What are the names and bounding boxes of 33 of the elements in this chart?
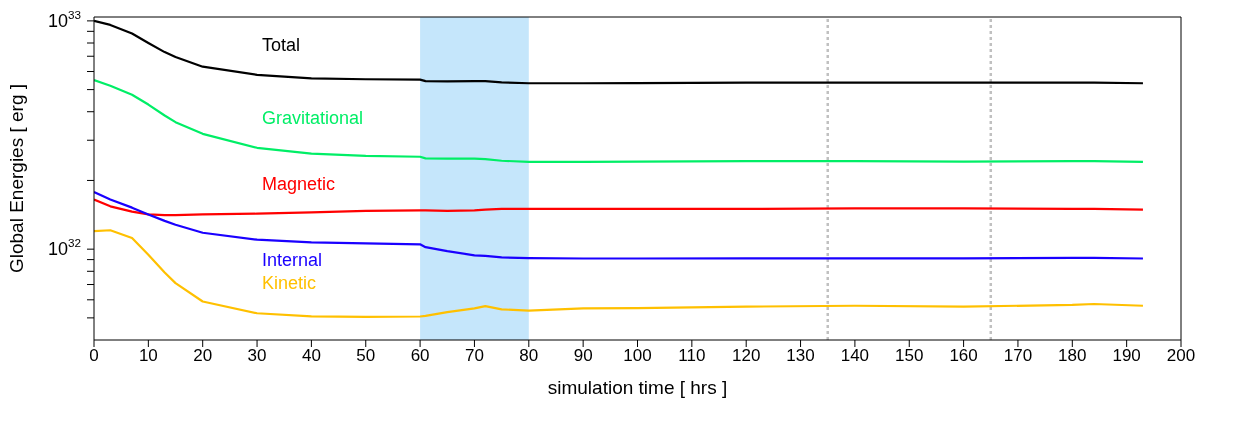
series-label: Total	[262, 34, 301, 55]
x-tick-label: 60	[410, 346, 430, 366]
x-tick-label: 30	[247, 346, 267, 366]
x-tick-label: 0	[89, 346, 99, 366]
x-tick-label: 10	[138, 346, 158, 366]
y-tick-label: 10$^{33}$	[47, 7, 81, 31]
line-series	[94, 198, 1145, 217]
x-tick-label: 80	[519, 346, 539, 366]
x-tick-label: 90	[573, 346, 593, 366]
x-tick-label: 180	[1058, 346, 1087, 366]
x-tick-label: 40	[301, 346, 321, 366]
y-axis-title: Global Energies [ erg ]	[5, 83, 27, 274]
x-tick-label: 100	[623, 346, 652, 366]
x-tick-label: 70	[464, 346, 484, 366]
series-label: Kinetic	[262, 273, 317, 294]
x-tick-label: 50	[356, 346, 376, 366]
x-tick-label: 110	[678, 346, 706, 366]
x-tick-label: 150	[895, 346, 924, 366]
x-tick-label: 120	[732, 346, 761, 366]
x-tick-label: 160	[949, 346, 978, 366]
x-tick-label: 130	[786, 346, 815, 366]
y-tick-label: 10$^{32}$	[47, 236, 81, 260]
x-tick-label: 200	[1166, 346, 1196, 366]
x-tick-label: 170	[1003, 346, 1033, 366]
x-tick-label: 190	[1112, 346, 1141, 366]
x-axis-title: simulation time [ hrs ]	[547, 377, 728, 398]
series-label: Magnetic	[262, 173, 336, 194]
x-tick-label: 140	[840, 346, 870, 366]
line-series	[94, 229, 1145, 318]
series-label: Internal	[262, 249, 323, 270]
x-tick-label: 20	[193, 346, 213, 366]
series-label: Gravitational	[262, 107, 364, 128]
line-series	[94, 79, 1145, 164]
